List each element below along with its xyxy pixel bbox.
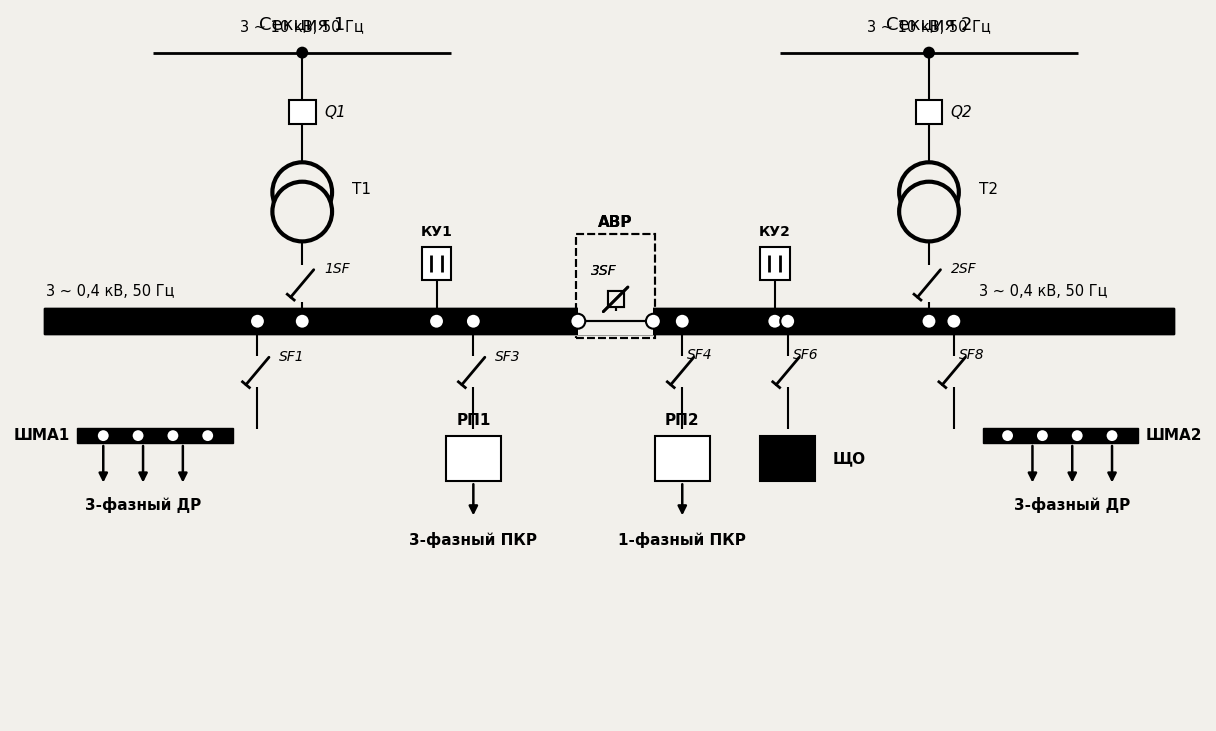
- Text: КУ1: КУ1: [421, 224, 452, 239]
- Text: 3SF: 3SF: [591, 265, 617, 279]
- Circle shape: [429, 314, 444, 329]
- Bar: [578, 307, 653, 335]
- Circle shape: [675, 314, 689, 329]
- Text: РП1: РП1: [456, 413, 490, 428]
- Text: РП2: РП2: [665, 413, 699, 428]
- Text: 3 ~ 10 кВ, 50 Гц: 3 ~ 10 кВ, 50 Гц: [867, 20, 991, 34]
- Circle shape: [946, 314, 962, 329]
- Circle shape: [294, 314, 310, 329]
- Text: Q2: Q2: [951, 105, 973, 120]
- Bar: [78, 428, 232, 443]
- Bar: [916, 100, 942, 124]
- Text: 1-фазный ПКР: 1-фазный ПКР: [618, 532, 747, 548]
- Circle shape: [202, 429, 214, 442]
- Text: 1SF: 1SF: [325, 262, 350, 276]
- Bar: [578, 307, 653, 335]
- Circle shape: [899, 182, 959, 241]
- Bar: [576, 234, 655, 338]
- Circle shape: [131, 429, 145, 442]
- Circle shape: [167, 429, 180, 442]
- Bar: [44, 308, 1173, 334]
- Circle shape: [922, 314, 936, 329]
- Circle shape: [923, 47, 935, 58]
- Bar: [289, 100, 316, 124]
- Text: 3 ~ 0,4 кВ, 50 Гц: 3 ~ 0,4 кВ, 50 Гц: [979, 284, 1107, 299]
- Circle shape: [466, 314, 480, 329]
- Text: 3-фазный ДР: 3-фазный ДР: [85, 497, 201, 513]
- Circle shape: [272, 182, 332, 241]
- Bar: [422, 246, 451, 281]
- Circle shape: [1071, 429, 1083, 442]
- Circle shape: [250, 314, 265, 329]
- Text: Секция 1: Секция 1: [259, 16, 345, 34]
- Circle shape: [570, 314, 585, 329]
- Text: Т2: Т2: [979, 183, 997, 197]
- Text: ШМА1: ШМА1: [13, 428, 69, 443]
- Text: ЩО: ЩО: [833, 451, 866, 466]
- Text: SF8: SF8: [959, 348, 985, 362]
- Circle shape: [97, 429, 109, 442]
- Circle shape: [767, 314, 782, 329]
- Text: КУ2: КУ2: [759, 224, 790, 239]
- Circle shape: [1001, 429, 1014, 442]
- Bar: [760, 246, 789, 281]
- Circle shape: [272, 162, 332, 222]
- Circle shape: [294, 314, 310, 329]
- Circle shape: [781, 314, 795, 329]
- Text: 3-фазный ПКР: 3-фазный ПКР: [410, 532, 537, 548]
- Circle shape: [767, 314, 782, 329]
- Circle shape: [1105, 429, 1119, 442]
- Bar: [446, 436, 501, 482]
- Text: SF4: SF4: [687, 348, 713, 362]
- Circle shape: [646, 314, 660, 329]
- Text: SF6: SF6: [793, 348, 818, 362]
- Bar: [44, 308, 1173, 334]
- Circle shape: [899, 162, 959, 222]
- Bar: [608, 292, 624, 307]
- Text: АВР: АВР: [598, 215, 632, 230]
- Text: 3-фазный ДР: 3-фазный ДР: [1014, 497, 1131, 513]
- Text: ШМА2: ШМА2: [1145, 428, 1203, 443]
- Circle shape: [1036, 429, 1049, 442]
- Text: 2SF: 2SF: [951, 262, 976, 276]
- Circle shape: [429, 314, 444, 329]
- Text: 3 ~ 0,4 кВ, 50 Гц: 3 ~ 0,4 кВ, 50 Гц: [45, 284, 174, 299]
- Text: Секция 2: Секция 2: [885, 16, 972, 34]
- Bar: [576, 234, 655, 338]
- Text: 3SF: 3SF: [591, 265, 617, 279]
- Text: SF1: SF1: [280, 350, 305, 364]
- Circle shape: [297, 47, 308, 58]
- Text: Т1: Т1: [351, 183, 371, 197]
- Text: Q1: Q1: [325, 105, 345, 120]
- Bar: [655, 436, 710, 482]
- Circle shape: [922, 314, 936, 329]
- Text: 3 ~ 10 кВ, 50 Гц: 3 ~ 10 кВ, 50 Гц: [241, 20, 364, 34]
- Bar: [983, 428, 1138, 443]
- Text: SF3: SF3: [495, 350, 520, 364]
- Bar: [608, 292, 624, 307]
- Bar: [760, 436, 815, 482]
- Text: АВР: АВР: [598, 215, 632, 230]
